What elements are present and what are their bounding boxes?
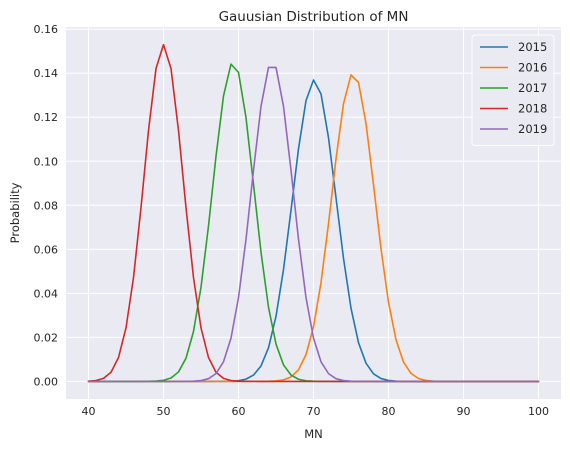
y-axis-label: Probability: [8, 182, 22, 243]
y-tick-label: 0.06: [34, 243, 59, 256]
y-tick-label: 0.12: [34, 111, 59, 124]
series-line-2019: [87, 66, 540, 383]
y-tick-label: 0.08: [34, 199, 59, 212]
x-tick-label: 80: [382, 405, 396, 418]
legend-label-2017: 2017: [518, 81, 547, 95]
legend-label-2016: 2016: [518, 61, 547, 75]
x-axis-ticks: 40 50 60 70 80 90 100: [82, 405, 550, 418]
y-tick-label: 0.00: [34, 375, 59, 388]
x-tick-label: 100: [528, 405, 549, 418]
legend-label-2015: 2015: [518, 40, 547, 54]
x-tick-label: 90: [457, 405, 471, 418]
legend-label-2019: 2019: [518, 122, 547, 136]
series-group: [87, 43, 540, 383]
y-tick-label: 0.14: [34, 67, 59, 80]
y-tick-label: 0.04: [34, 287, 59, 300]
y-axis-ticks: 0.00 0.02 0.04 0.06 0.08 0.10 0.12 0.14 0.16: [34, 23, 59, 388]
y-tick-label: 0.02: [34, 331, 59, 344]
y-tick-label: 0.10: [34, 155, 59, 168]
legend-box: [471, 34, 555, 146]
x-tick-label: 60: [232, 405, 246, 418]
legend-label-2018: 2018: [518, 102, 547, 116]
legend: 2015 2016 2017 2018 2019: [471, 34, 555, 146]
x-tick-label: 50: [157, 405, 171, 418]
x-tick-label: 40: [82, 405, 96, 418]
x-tick-label: 70: [307, 405, 321, 418]
x-axis-label: MN: [304, 427, 323, 441]
chart-title: Gauusian Distribution of MN: [219, 9, 409, 25]
y-tick-label: 0.16: [34, 23, 59, 36]
